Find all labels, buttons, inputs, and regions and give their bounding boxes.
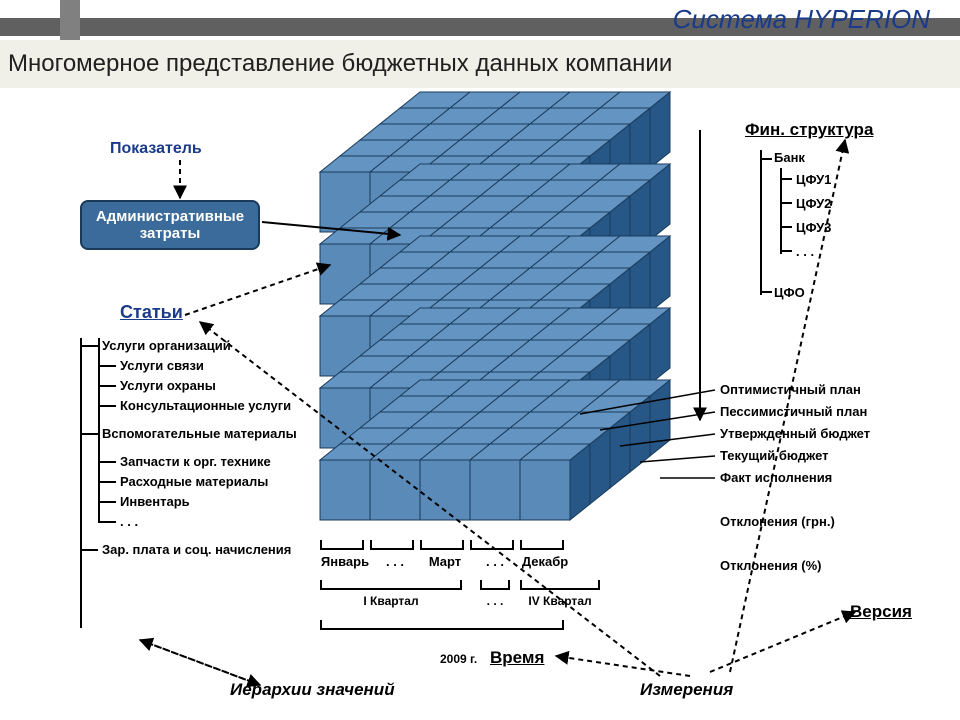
fin-structure-label: Фин. структура [745, 120, 873, 140]
articles-item: . . . [120, 514, 138, 529]
fin-item: ЦФУ1 [796, 172, 831, 187]
version-item: Утвержденный бюджет [720, 426, 870, 441]
admin-costs-box: Административные затраты [80, 200, 260, 250]
quarter-label: . . . [480, 594, 510, 608]
version-item: Оптимистичный план [720, 382, 861, 397]
hierarchy-label: Иерархии значений [230, 680, 395, 700]
admin-costs-text: Административные затраты [96, 208, 244, 242]
version-item: Пессимистичный план [720, 404, 867, 419]
articles-item: Услуги охраны [120, 378, 216, 393]
fin-item: ЦФУ3 [796, 220, 831, 235]
articles-item: Инвентарь [120, 494, 190, 509]
version-item: Текущий бюджет [720, 448, 829, 463]
version-item: Отклонения (грн.) [720, 514, 835, 529]
articles-item: Зар. плата и соц. начисления [102, 542, 291, 557]
articles-item: Расходные материалы [120, 474, 268, 489]
quarter-label: IV Квартал [520, 594, 600, 608]
articles-label: Статьи [120, 302, 183, 323]
quarter-label: I Квартал [320, 594, 462, 608]
indicator-label: Показатель [110, 140, 202, 158]
year-label: 2009 г. [440, 652, 477, 666]
articles-item: Вспомогательные материалы [102, 426, 297, 441]
month-label: Декабр [516, 554, 574, 569]
fin-item: ЦФУ2 [796, 196, 831, 211]
articles-item: Услуги связи [120, 358, 204, 373]
version-item: Отклонения (%) [720, 558, 822, 573]
fin-item: Банк [774, 150, 805, 165]
articles-item: Услуги организаций [102, 338, 231, 353]
time-label: Время [490, 648, 544, 668]
fin-item: . . . [796, 244, 814, 259]
articles-item: Консультационные услуги [120, 398, 291, 413]
dimensions-label: Измерения [640, 680, 733, 700]
fin-item: ЦФО [774, 285, 805, 300]
articles-item: Запчасти к орг. технике [120, 454, 271, 469]
version-label: Версия [850, 602, 912, 622]
version-item: Факт исполнения [720, 470, 832, 485]
